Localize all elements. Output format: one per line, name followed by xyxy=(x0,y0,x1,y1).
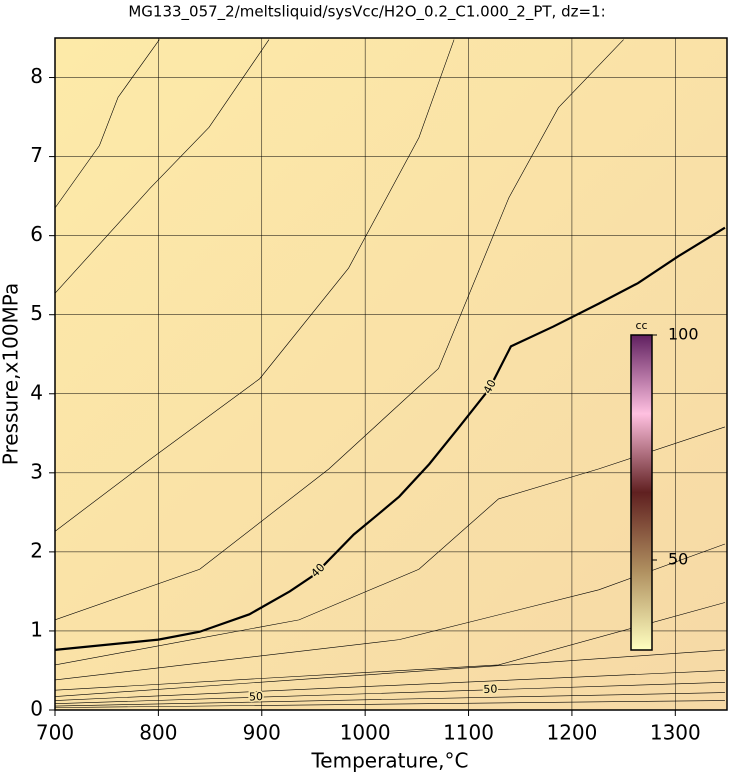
contour-line xyxy=(55,226,726,652)
x-tick-label: 1100 xyxy=(443,721,494,745)
y-tick-label: 4 xyxy=(30,380,43,404)
contour-line xyxy=(55,39,624,621)
y-tick-label: 2 xyxy=(30,538,43,562)
contour-line xyxy=(55,700,725,708)
x-tick-label: 700 xyxy=(36,721,74,745)
contour-line xyxy=(55,649,725,697)
y-tick-label: 6 xyxy=(30,222,43,246)
y-tick-label: 5 xyxy=(30,301,43,325)
colorbar xyxy=(630,334,653,651)
contour-line xyxy=(55,39,270,294)
contour-line xyxy=(55,692,725,707)
y-tick-label: 3 xyxy=(30,459,43,483)
colorbar-label: cc xyxy=(635,319,647,332)
y-tick-label: 0 xyxy=(30,697,43,721)
x-tick-label: 1200 xyxy=(546,721,597,745)
y-axis-label: Pressure,x100MPa xyxy=(0,283,23,465)
contour-label: 50 xyxy=(483,683,497,696)
contour-line xyxy=(55,426,726,666)
contour-line xyxy=(55,670,725,701)
colorbar-tick-label: 50 xyxy=(668,550,688,569)
plot-background xyxy=(55,38,727,710)
contour-label: 50 xyxy=(249,690,263,703)
x-tick-label: 1000 xyxy=(340,721,391,745)
x-tick-label: 800 xyxy=(139,721,177,745)
contour-line xyxy=(55,682,725,704)
colorbar-tick-label: 100 xyxy=(668,325,699,344)
chart-title: MG133_057_2/meltsliquid/sysVcc/H2O_0.2_C… xyxy=(128,3,605,22)
contours xyxy=(55,39,726,708)
contour-line xyxy=(55,543,726,681)
y-tick-label: 1 xyxy=(30,617,43,641)
y-tick-label: 8 xyxy=(30,64,43,88)
contour-line xyxy=(55,39,160,209)
x-tick-label: 900 xyxy=(243,721,281,745)
x-tick-label: 1300 xyxy=(650,721,701,745)
y-tick-label: 7 xyxy=(30,143,43,167)
x-axis-label: Temperature,°C xyxy=(310,749,468,773)
plot-frame xyxy=(54,37,728,711)
contour-line xyxy=(55,39,455,532)
